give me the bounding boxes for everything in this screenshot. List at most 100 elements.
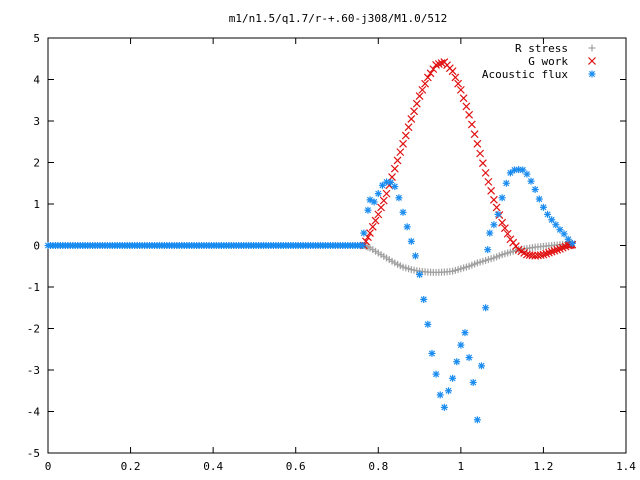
x-tick-label: 1.2 <box>533 460 553 473</box>
legend-marker <box>588 44 596 52</box>
g-work-point <box>462 102 471 111</box>
g-work-point <box>503 229 512 238</box>
g-work-point <box>434 60 443 68</box>
x-tick-label: 0.2 <box>121 460 141 473</box>
g-work-point <box>407 115 416 123</box>
acoustic-flux-point <box>539 203 547 211</box>
series-g-work <box>359 58 577 260</box>
g-work-point <box>492 203 501 212</box>
acoustic-flux-point <box>568 239 576 247</box>
acoustic-flux-point <box>502 179 510 187</box>
acoustic-flux-point <box>484 246 492 254</box>
acoustic-flux-point <box>527 177 535 185</box>
acoustic-flux-point <box>387 178 395 186</box>
g-work-point <box>478 159 487 168</box>
x-tick-label: 0.4 <box>203 460 223 473</box>
g-work-point <box>393 156 402 165</box>
acoustic-flux-point <box>403 223 411 231</box>
y-tick-label: 4 <box>33 74 40 87</box>
y-tick-label: 3 <box>33 115 40 128</box>
y-tick-label: -5 <box>27 447 40 460</box>
acoustic-flux-point <box>411 252 419 260</box>
g-work-point <box>371 216 380 225</box>
g-work-point <box>412 99 421 108</box>
acoustic-flux-point <box>420 295 428 303</box>
x-tick-label: 0 <box>45 460 52 473</box>
acoustic-flux-point <box>461 329 469 337</box>
g-work-point <box>498 218 507 227</box>
y-tick-label: 2 <box>33 157 40 170</box>
acoustic-flux-point <box>523 170 531 178</box>
g-work-point <box>374 210 383 219</box>
y-tick-label: -3 <box>27 364 40 377</box>
y-tick-label: 5 <box>33 32 40 45</box>
g-work-point <box>487 186 496 195</box>
acoustic-flux-point <box>531 185 539 193</box>
series-acoustic-flux <box>44 166 576 424</box>
g-work-point <box>401 131 410 140</box>
g-work-point <box>500 224 509 233</box>
g-work-point <box>484 177 493 186</box>
g-work-point <box>553 245 562 254</box>
g-work-point <box>550 246 559 255</box>
g-work-point <box>467 120 476 129</box>
g-work-point <box>423 73 432 82</box>
acoustic-flux-point <box>440 403 448 411</box>
legend-marker <box>588 57 596 65</box>
acoustic-flux-point <box>416 271 424 279</box>
acoustic-flux-point <box>428 349 436 357</box>
acoustic-flux-point <box>564 235 572 243</box>
g-work-point <box>399 139 407 148</box>
acoustic-flux-point <box>560 230 568 238</box>
acoustic-flux-point <box>407 237 415 245</box>
g-work-point <box>470 130 479 139</box>
legend-label: Acoustic flux <box>482 68 568 81</box>
acoustic-flux-point <box>374 190 382 198</box>
g-work-point <box>481 168 490 177</box>
acoustic-flux-point <box>359 242 367 249</box>
g-work-point <box>539 250 548 259</box>
g-work-point <box>542 249 551 258</box>
g-work-point <box>473 139 482 148</box>
g-work-point <box>368 222 377 231</box>
g-work-point <box>437 59 446 67</box>
g-work-point <box>377 203 385 212</box>
acoustic-flux-point <box>544 210 552 218</box>
acoustic-flux-point <box>552 221 560 229</box>
acoustic-flux-point <box>399 208 407 216</box>
acoustic-flux-point <box>498 194 506 202</box>
y-tick-label: -4 <box>27 406 41 419</box>
g-work-point <box>448 67 457 76</box>
g-work-point <box>454 79 463 88</box>
g-work-point <box>426 69 435 78</box>
legend-label: G work <box>528 55 568 68</box>
acoustic-flux-point <box>370 198 378 206</box>
acoustic-flux-point <box>469 378 477 386</box>
acoustic-flux-point <box>457 341 465 349</box>
g-work-point <box>489 195 498 204</box>
g-work-point <box>418 85 427 94</box>
acoustic-flux-point <box>490 221 498 229</box>
g-work-point <box>366 229 374 237</box>
data-marks <box>44 58 577 424</box>
g-work-point <box>415 92 424 101</box>
acoustic-flux-point <box>535 195 543 203</box>
acoustic-flux-point <box>449 374 457 382</box>
acoustic-flux-point <box>486 229 494 237</box>
series-r-stress <box>360 239 576 276</box>
acoustic-flux-point <box>482 304 490 312</box>
g-work-point <box>390 164 399 173</box>
g-work-point <box>382 189 391 198</box>
x-tick-label: 0.8 <box>368 460 388 473</box>
x-tick-label: 1 <box>458 460 465 473</box>
g-work-point <box>451 73 460 82</box>
g-work-point <box>545 248 553 257</box>
y-tick-label: 0 <box>33 240 40 253</box>
acoustic-flux-point <box>473 416 481 424</box>
acoustic-flux-point <box>424 320 432 328</box>
x-tick-label: 0.6 <box>286 460 306 473</box>
g-work-point <box>388 173 396 181</box>
g-work-point <box>456 85 465 94</box>
